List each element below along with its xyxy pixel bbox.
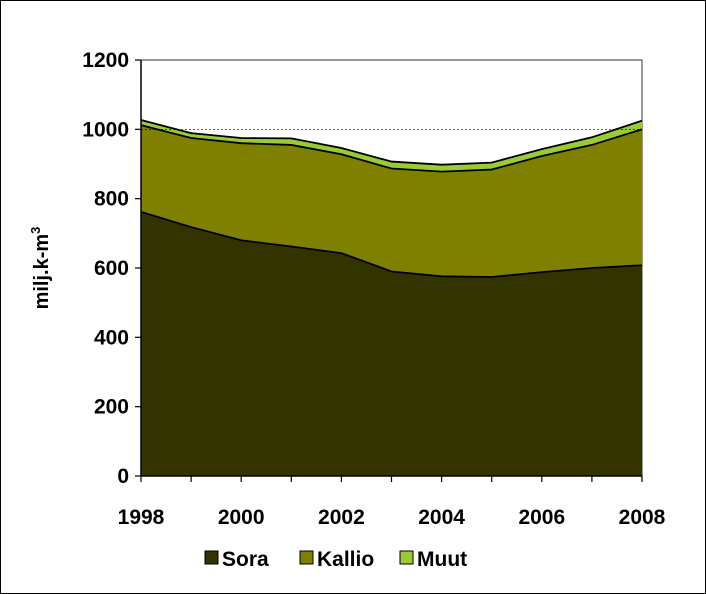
x-tick-label: 2006: [518, 506, 565, 529]
y-axis-ticks: 0 200 400 600 800 1000 1200: [82, 49, 141, 488]
outline-muut: [140, 119, 643, 166]
legend-swatch-sora: [204, 550, 219, 565]
legend-label-muut: Muut: [417, 548, 467, 571]
area-sora: [141, 211, 642, 476]
outline-kallio: [140, 124, 643, 173]
legend-label-kallio: Kallio: [317, 548, 374, 571]
x-tick-label: 1998: [118, 506, 165, 529]
series-outline-group: [140, 119, 643, 278]
outline-sora: [140, 210, 643, 278]
x-tick-label: 2004: [418, 506, 465, 529]
y-tick-label: 0: [117, 465, 129, 488]
y-tick-label: 600: [94, 257, 129, 280]
legend-swatch-kallio: [299, 550, 314, 565]
y-tick-label: 200: [94, 396, 129, 419]
x-tick-label: 2002: [318, 506, 365, 529]
y-tick-label: 1200: [82, 49, 129, 72]
x-axis-ticks: 1998 2000 2002 2004 2006 2008: [118, 476, 666, 529]
x-tick-label: 2000: [218, 506, 265, 529]
legend-label-sora: Sora: [222, 548, 269, 571]
y-tick-label: 400: [94, 326, 129, 349]
legend-swatch-muut: [399, 550, 414, 565]
y-tick-label: 1000: [82, 118, 129, 141]
area-muut: [141, 119, 642, 172]
y-tick-label: 800: [94, 188, 129, 211]
area-series-group: [141, 119, 642, 476]
x-tick-label: 2008: [619, 506, 666, 529]
y-axis-label: milj.k-m3: [28, 227, 53, 310]
legend: Sora Kallio Muut: [204, 548, 467, 571]
